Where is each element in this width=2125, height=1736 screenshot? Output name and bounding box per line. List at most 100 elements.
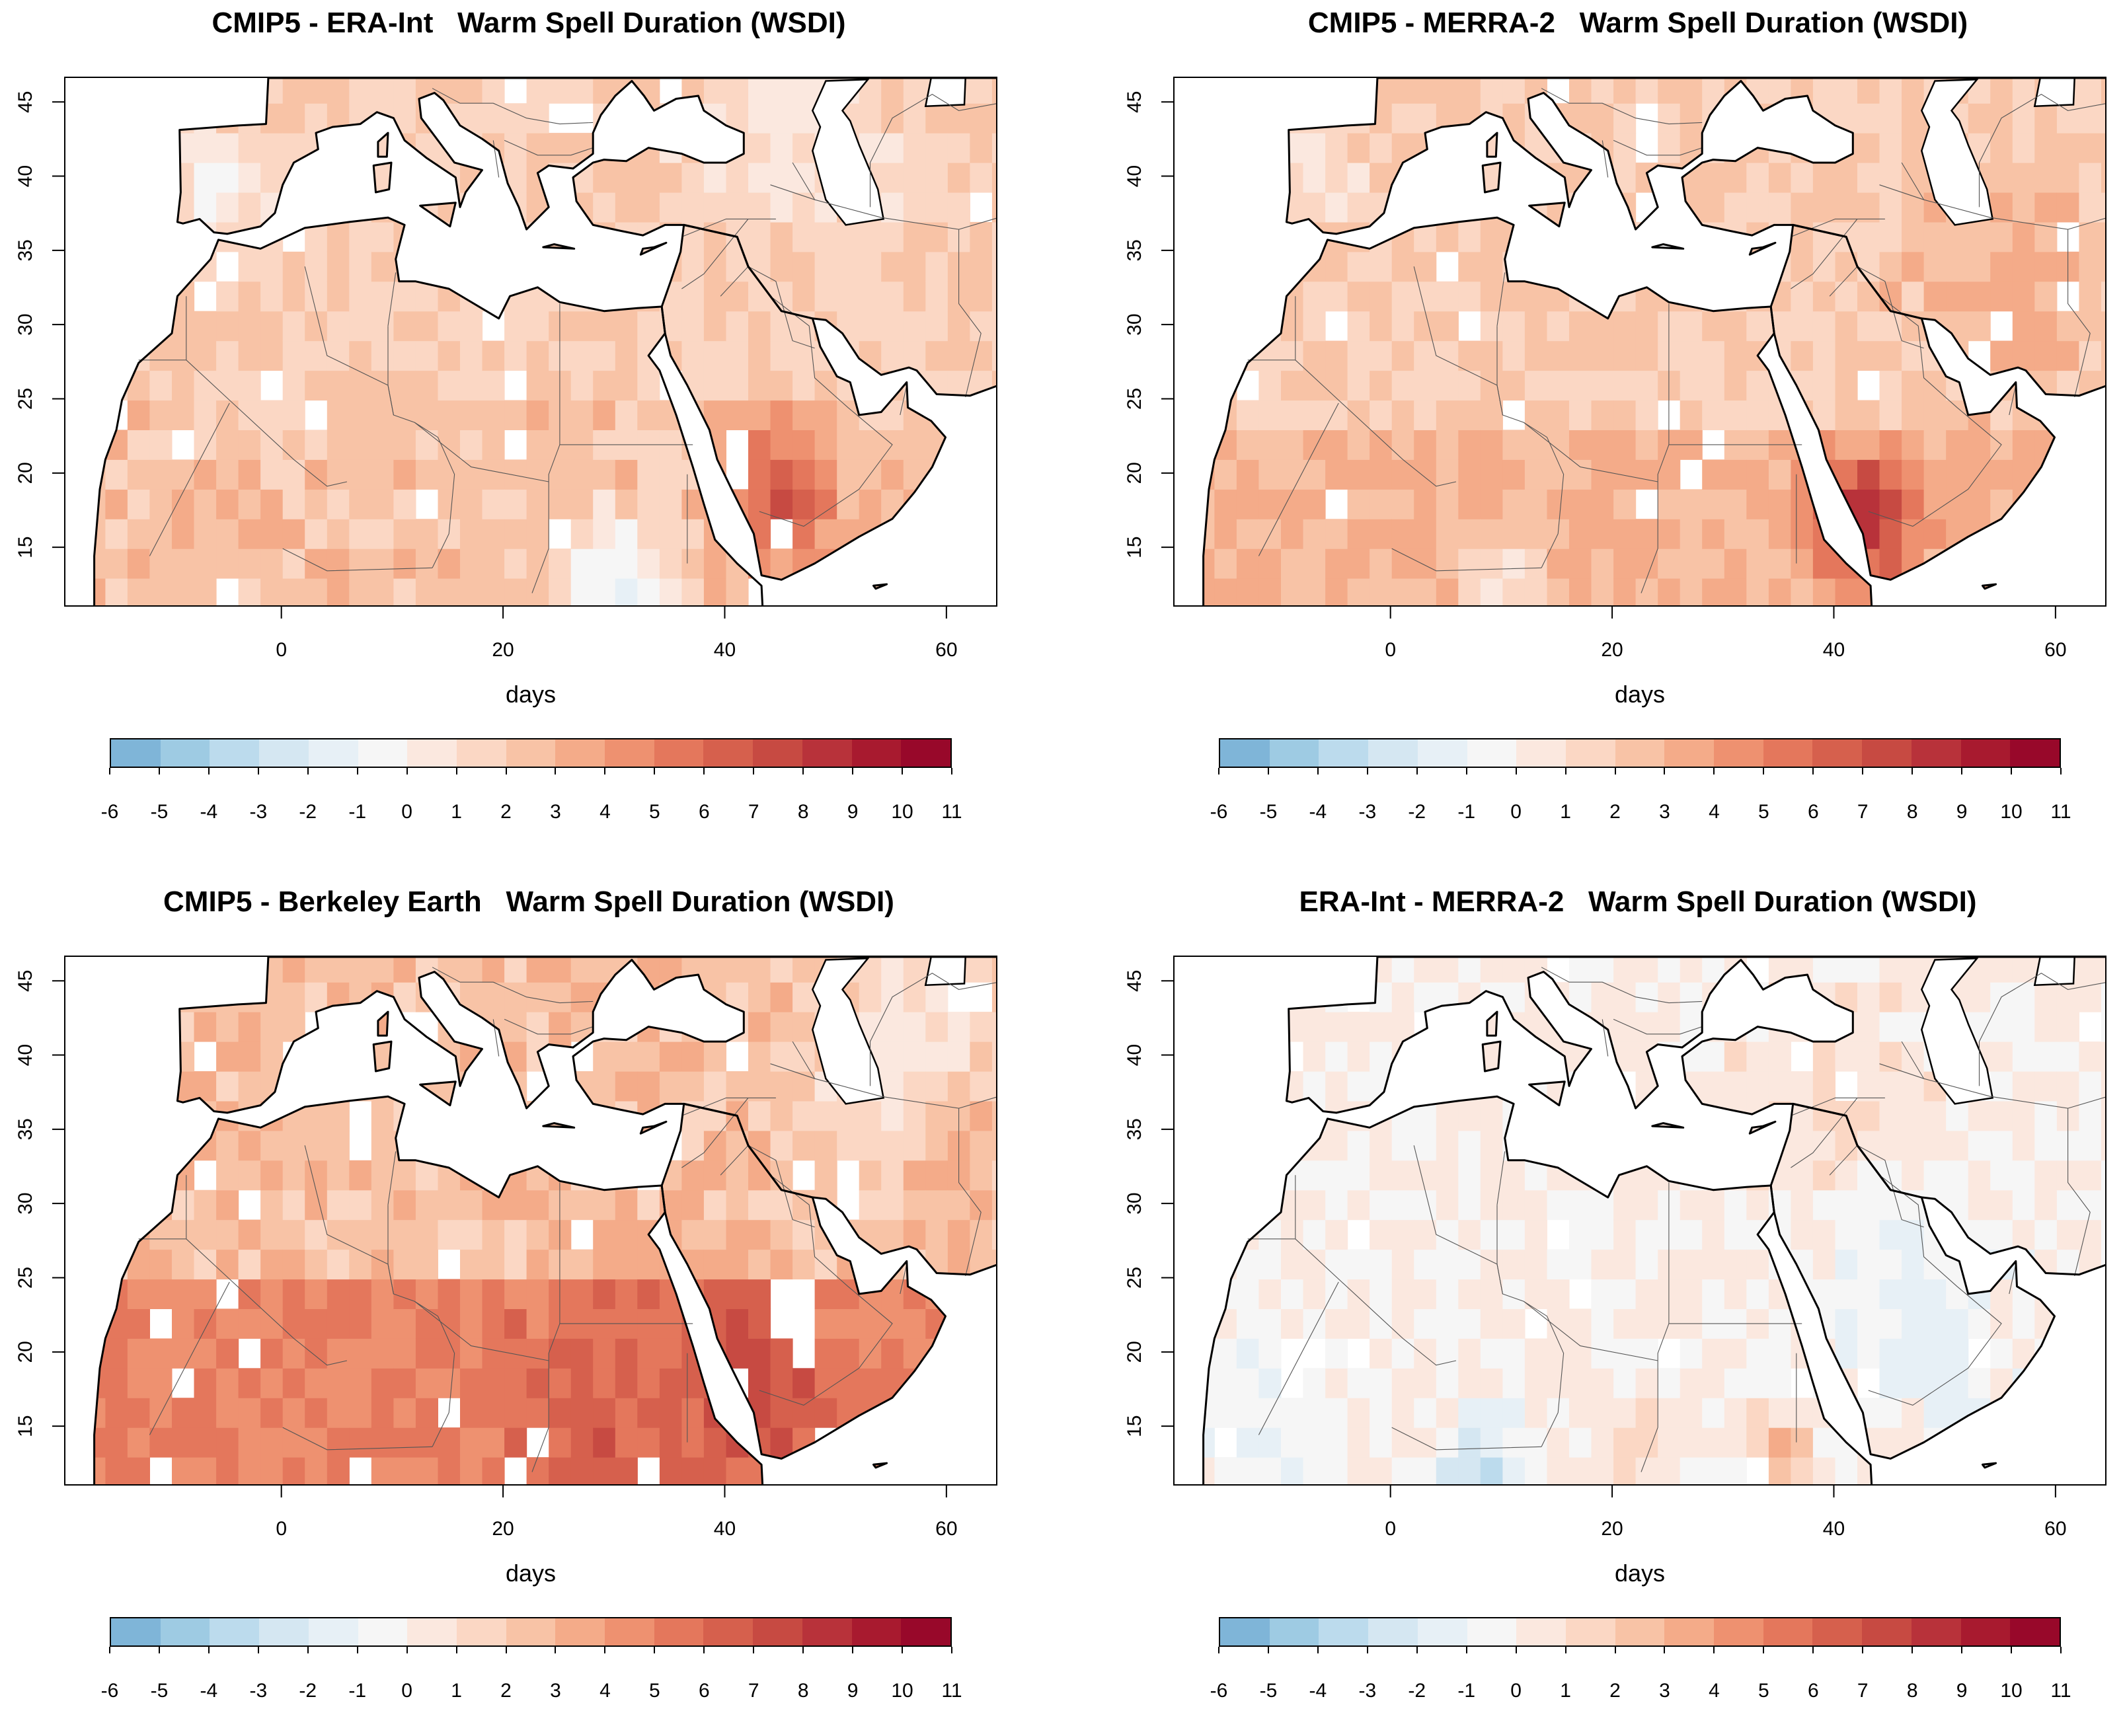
grid-cell (837, 1100, 860, 1131)
grid-cell (792, 78, 816, 104)
coastline (377, 1010, 389, 1037)
grid-cell (770, 163, 793, 193)
colorbar-swatch (1565, 739, 1615, 767)
colorbar-swatch (358, 739, 408, 767)
grid-cell (792, 251, 816, 282)
colorbar-tick (455, 768, 457, 774)
grid-cell (504, 340, 527, 371)
grid-cell (970, 957, 993, 983)
grid-cell (1458, 221, 1481, 252)
panel-title: ERA-Int - MERRA-2 Warm Spell Duration (W… (1299, 886, 1977, 918)
grid-cell (2101, 340, 2105, 371)
grid-cell (216, 192, 239, 223)
grid-cell (1569, 489, 1592, 519)
grid-cell (149, 1338, 173, 1369)
grid-cell (1414, 78, 1437, 104)
grid-cell (903, 281, 926, 312)
colorbar-tick (1317, 768, 1319, 774)
grid-cell (194, 1012, 217, 1042)
grid-cell (593, 1189, 616, 1221)
grid-cell (216, 548, 239, 579)
grid-cell (1635, 400, 1658, 430)
grid-cell (748, 1012, 771, 1042)
grid-cell (172, 1189, 195, 1221)
grid-cell (238, 1041, 261, 1072)
colorbar-tick-label: 9 (847, 801, 859, 823)
grid-cell (1746, 192, 1769, 223)
grid-cell (1812, 221, 1835, 252)
grid-cell (615, 1219, 638, 1250)
grid-cell (194, 548, 217, 579)
grid-cell (570, 311, 594, 342)
grid-cell (238, 1308, 261, 1339)
grid-cell (1680, 519, 1703, 549)
grid-cell (814, 1100, 837, 1131)
colorbar-tick (753, 768, 755, 774)
grid-cell (526, 1398, 549, 1428)
grid-cell (1236, 1308, 1259, 1339)
grid-cell (1724, 340, 1747, 371)
grid-cell (703, 1100, 726, 1131)
grid-cell (1281, 459, 1304, 490)
grid-cell (748, 78, 771, 104)
grid-cell (504, 1219, 527, 1250)
grid-cell (1746, 311, 1769, 342)
grid-cell (2079, 133, 2102, 163)
grid-cell (2056, 133, 2079, 163)
grid-cell (947, 1041, 970, 1072)
grid-cell (792, 982, 816, 1012)
grid-cell (260, 1338, 284, 1369)
grid-cell (1347, 163, 1370, 193)
country-border (1868, 295, 2002, 527)
grid-cell (1968, 221, 1991, 252)
grid-cell (216, 1249, 239, 1280)
coastline (542, 1122, 576, 1129)
grid-cell (238, 281, 261, 312)
grid-cell (1746, 489, 1769, 519)
grid-cell (460, 957, 483, 983)
grid-cell (2012, 281, 2035, 312)
grid-cell (2079, 221, 2102, 252)
grid-cell (282, 1219, 305, 1250)
grid-cell (770, 192, 793, 223)
grid-cell (837, 1338, 860, 1369)
grid-cell (393, 370, 416, 401)
grid-cell (1902, 78, 1925, 104)
grid-cell (1214, 489, 1237, 519)
grid-cell (260, 1308, 284, 1339)
grid-cell (925, 1041, 948, 1072)
grid-cell (1203, 1457, 1215, 1484)
colorbar-tick (406, 768, 408, 774)
grid-cell (2101, 133, 2105, 163)
grid-cell (1391, 548, 1414, 579)
grid-cell (2012, 430, 2035, 460)
grid-cell (1768, 519, 1791, 549)
grid-cell (703, 1249, 726, 1280)
grid-cell (526, 1308, 549, 1339)
colorbar-tick (1912, 768, 1913, 774)
grid-cell (127, 489, 150, 519)
grid-cell (1569, 340, 1592, 371)
grid-cell (837, 1130, 860, 1161)
country-border (414, 422, 549, 482)
grid-cell (1436, 430, 1459, 460)
grid-cell (549, 1368, 572, 1398)
grid-cell (149, 1368, 173, 1398)
grid-cell (2034, 281, 2058, 312)
grid-cell (238, 1368, 261, 1398)
grid-cell (681, 192, 705, 223)
grid-cell (482, 489, 505, 519)
grid-cell (460, 430, 483, 460)
grid-cell (460, 519, 483, 549)
grid-cell (1591, 400, 1614, 430)
grid-cell (438, 1279, 461, 1309)
grid-cell (1258, 459, 1282, 490)
grid-cell (1236, 400, 1259, 430)
grid-cell (105, 1398, 128, 1428)
grid-cell (991, 340, 996, 371)
grid-cell (659, 519, 682, 549)
grid-cell (615, 1457, 638, 1484)
grid-cell (1391, 430, 1414, 460)
grid-cell (837, 459, 860, 490)
colorbar-tick (2011, 1647, 2013, 1653)
